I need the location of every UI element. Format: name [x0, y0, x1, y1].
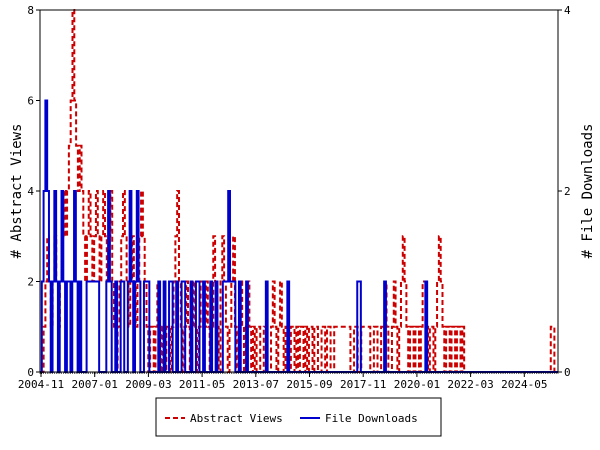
y-right-tick-label: 2 [564, 185, 571, 198]
series-layer [40, 9, 558, 373]
y-left-tick-label: 2 [27, 276, 34, 289]
x-tick-label: 2011-05 [179, 378, 225, 391]
y-left-tick-label: 6 [27, 95, 34, 108]
x-tick-label: 2017-11 [340, 378, 386, 391]
y-left-tick-label: 0 [27, 366, 34, 379]
y-axis-title-right: # File Downloads [580, 124, 596, 259]
x-tick-label: 2024-05 [501, 378, 547, 391]
x-tick-label: 2020-01 [394, 378, 440, 391]
axis-layer: 0 2 4 6 8 0 2 4 2004-11 2007-01 2009-03 2011-05 2013… [18, 4, 571, 391]
y-left-tick-label: 4 [27, 185, 34, 198]
x-tick-label: 2022-03 [447, 378, 493, 391]
y-right-tick-label: 4 [564, 4, 571, 17]
legend-label: Abstract Views [190, 412, 283, 425]
y-left-tick-label: 8 [27, 4, 34, 17]
x-tick-label: 2009-03 [125, 378, 171, 391]
y-right-tick-label: 0 [564, 366, 571, 379]
x-tick-label: 2007-01 [72, 378, 118, 391]
x-tick-label: 2013-07 [233, 378, 279, 391]
x-tick-label: 2015-09 [286, 378, 332, 391]
x-tick-label: 2004-11 [18, 378, 64, 391]
legend-label: File Downloads [325, 412, 418, 425]
legend-box [155, 397, 442, 437]
legend: Abstract Views File Downloads [155, 397, 442, 437]
y-axis-title-left: # Abstract Views [9, 124, 25, 259]
